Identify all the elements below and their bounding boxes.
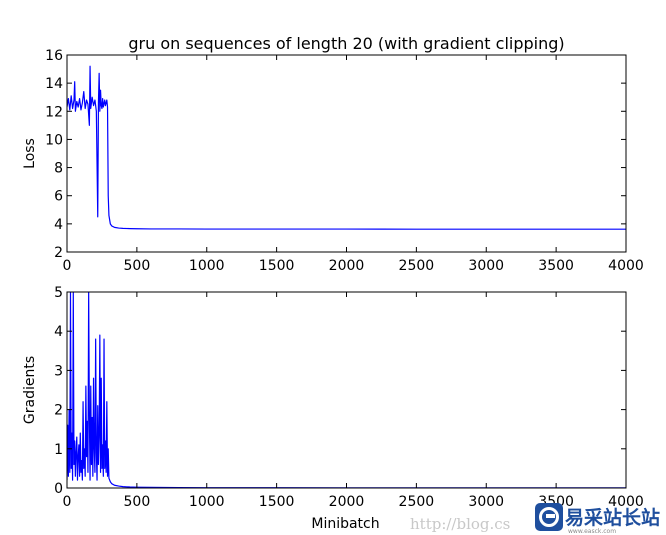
x-tick-label: 1500 [259,494,295,510]
y-tick-label: 16 [45,48,63,64]
watermark-brand-sub: www.easck.com [568,528,616,535]
y-axis-label-gradients: Gradients [22,356,38,424]
y-tick-label: 5 [54,285,63,301]
axes-frame-loss [66,54,627,253]
x-tick-label: 3000 [468,258,504,274]
y-axis-label-loss: Loss [22,138,38,169]
x-tick-label: 0 [63,258,72,274]
x-tick-label: 4000 [608,258,644,274]
x-tick-label: 1500 [259,258,295,274]
y-tick-label: 6 [54,189,63,205]
x-tick-label: 500 [124,258,151,274]
chart-gradients: 0 500 1000 1500 2000 2500 3000 3500 4000012345Gr… [22,285,644,532]
x-tick-label: 1000 [189,258,225,274]
x-tick-label: 4000 [608,494,644,510]
x-tick-label: 2500 [399,258,435,274]
y-tick-label: 3 [54,363,63,379]
x-tick-label: 2500 [399,494,435,510]
y-tick-label: 4 [54,217,63,233]
x-tick-label: 2000 [329,494,365,510]
y-tick-label: 4 [54,324,63,340]
plots-layer: 0 500 1000 1500 2000 2500 3000 3500 400024681012… [22,34,644,532]
watermark-brand-text: 易采站长站 [565,506,660,529]
watermark: http://blog.cs 易采站长站 www.easck.com [410,503,660,535]
axes-frame-gradients [66,291,627,489]
chart-loss: 0 500 1000 1500 2000 2500 3000 3500 4000 2 4 6 8 10 12… [22,34,644,274]
y-tick-label: 2 [54,245,63,261]
x-tick-label: 1000 [189,494,225,510]
y-tick-label: 10 [45,132,63,148]
series-line-loss [67,65,626,230]
y-tick-label: 1 [54,442,63,458]
x-tick-label: 3500 [538,258,574,274]
y-tick-label: 8 [54,161,63,177]
y-tick-label: 2 [54,403,63,419]
y-tick-label: 12 [45,104,63,120]
x-tick-label: 3000 [468,494,504,510]
x-tick-label: 2000 [329,258,365,274]
x-axis-label: Minibatch [311,516,379,532]
brand-logo-icon [535,503,563,531]
watermark-url-text: http://blog.cs [410,515,510,533]
y-tick-label: 0 [54,481,63,497]
chart-title: gru on sequences of length 20 (with grad… [128,34,564,53]
series-line-gradients [67,292,626,488]
x-tick-label: 0 [63,494,72,510]
y-tick-label: 14 [45,76,63,92]
x-tick-label: 500 [124,494,151,510]
